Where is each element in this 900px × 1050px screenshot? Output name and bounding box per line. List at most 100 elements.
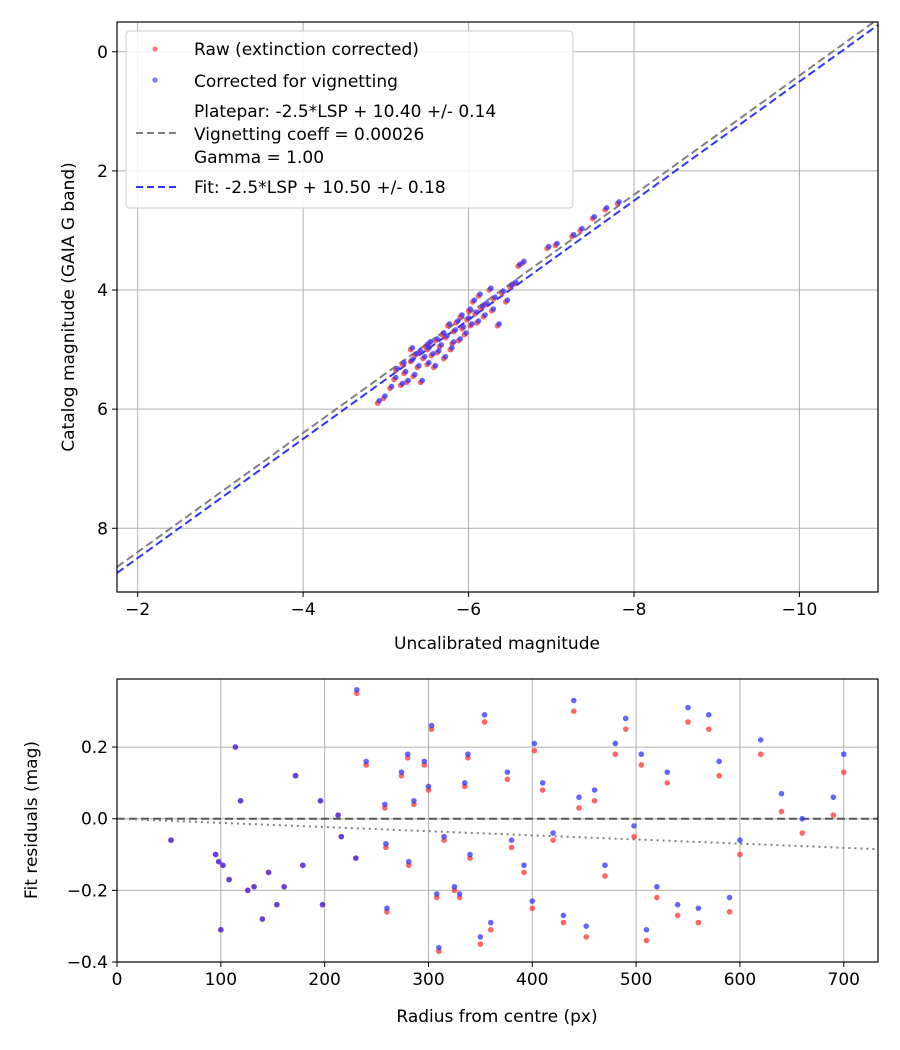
bottom-point-corrected	[778, 790, 785, 797]
bottom-point-corrected	[317, 797, 324, 804]
bottom-point-corrected	[638, 751, 645, 758]
bottom-point-corrected	[281, 883, 287, 890]
top-point-corrected-for-vignetting	[504, 297, 511, 303]
bottom-point-raw	[654, 894, 660, 901]
bottom-point-corrected	[508, 837, 515, 844]
top-point-corrected-for-vignetting	[488, 285, 494, 292]
top-point-corrected-for-vignetting	[413, 350, 420, 357]
bottom-point-raw	[716, 772, 722, 779]
bottom-point-raw	[757, 751, 764, 758]
bottom-point-raw	[591, 797, 598, 804]
bottom-point-raw	[602, 873, 608, 879]
top-point-corrected-for-vignetting	[490, 306, 497, 312]
bottom-point-corrected	[338, 833, 345, 840]
bottom-point-raw	[539, 787, 546, 793]
bottom-point-corrected	[539, 780, 546, 786]
top-point-corrected-for-vignetting	[452, 327, 459, 333]
bottom-point-corrected	[456, 891, 463, 897]
bottom-point-corrected	[411, 797, 417, 804]
bottom-point-raw	[705, 726, 712, 732]
bottom-point-raw	[638, 762, 645, 768]
top-point-corrected-for-vignetting	[427, 339, 434, 345]
bottom-point-corrected	[383, 840, 389, 847]
top-point-corrected-for-vignetting	[405, 377, 411, 384]
bottom-point-corrected	[212, 851, 219, 858]
bottom-point-raw	[737, 851, 743, 858]
top-point-corrected-for-vignetting	[471, 297, 478, 303]
top-line-fit	[117, 24, 878, 574]
bottom-x-tick-label: 600	[724, 970, 756, 990]
top-y-tick-label: 2	[97, 162, 108, 182]
top-axes-frame	[116, 21, 879, 593]
bottom-point-raw	[571, 708, 577, 715]
bottom-point-corrected	[602, 862, 608, 869]
bottom-point-corrected	[425, 783, 432, 790]
top-point-corrected-for-vignetting	[394, 365, 401, 372]
bottom-point-corrected	[685, 704, 691, 711]
bottom-point-corrected	[382, 801, 388, 808]
top-y-tick-label: 0	[97, 43, 108, 63]
bottom-point-raw	[504, 776, 511, 783]
bottom-point-corrected	[612, 740, 619, 747]
bottom-point-raw	[840, 769, 847, 775]
top-point-corrected-for-vignetting	[438, 342, 445, 348]
bottom-point-raw	[726, 909, 733, 915]
bottom-point-corrected	[265, 869, 272, 876]
bottom-x-tick-label: 500	[620, 970, 652, 990]
top-point-corrected-for-vignetting	[483, 300, 490, 306]
bottom-point-corrected	[168, 837, 174, 844]
bottom-point-corrected	[467, 851, 473, 858]
bottom-point-corrected	[363, 758, 369, 765]
legend-label-gamma: Gamma = 1.00	[194, 148, 324, 168]
top-x-tick-label: −2	[125, 600, 150, 620]
bottom-point-corrected	[436, 944, 442, 951]
bottom-point-corrected	[550, 830, 556, 836]
bottom-point-corrected	[274, 901, 280, 908]
top-point-corrected-for-vignetting	[475, 318, 482, 324]
top-point-corrected-for-vignetting	[454, 318, 461, 324]
bottom-point-corrected	[576, 794, 582, 801]
bottom-point-corrected	[487, 919, 494, 926]
bottom-axes-frame	[116, 678, 879, 963]
top-point-corrected-for-vignetting	[450, 339, 457, 345]
top-point-corrected-for-vignetting	[474, 309, 480, 315]
legend-box	[125, 30, 574, 209]
bottom-point-corrected	[830, 794, 837, 801]
top-point-corrected-for-vignetting	[416, 362, 422, 369]
top-point-corrected-for-vignetting	[401, 359, 407, 366]
top-point-corrected-for-vignetting	[459, 312, 465, 318]
bottom-point-corrected	[300, 862, 306, 869]
top-y-tick-label: 8	[97, 519, 108, 539]
top-point-corrected-for-vignetting	[444, 333, 450, 339]
bottom-y-tick-label: −0.4	[67, 953, 108, 973]
bottom-point-raw	[508, 844, 515, 851]
bottom-point-corrected	[218, 926, 224, 933]
bottom-point-corrected	[481, 712, 488, 718]
bottom-point-raw	[643, 937, 650, 944]
top-y-tick-label: 4	[97, 281, 108, 301]
top-x-tick-label: −10	[781, 600, 817, 620]
bottom-point-corrected	[654, 883, 660, 890]
legend: Raw (extinction corrected) Corrected for…	[125, 30, 574, 209]
bottom-point-corrected	[477, 934, 484, 940]
bottom-point-corrected	[451, 883, 458, 890]
top-x-tick-label: −4	[291, 600, 316, 620]
top-point-corrected-for-vignetting	[430, 350, 436, 357]
bottom-point-corrected	[245, 887, 251, 894]
top-point-corrected-for-vignetting	[442, 353, 449, 360]
bottom-point-corrected	[504, 769, 511, 775]
top-x-axis-label: Uncalibrated magnitude	[394, 634, 600, 654]
top-point-corrected-for-vignetting	[434, 336, 440, 342]
bottom-point-raw	[674, 912, 681, 919]
bottom-point-raw	[477, 941, 484, 947]
bottom-point-corrected	[232, 744, 239, 750]
bottom-x-axis-label: Radius from centre (px)	[396, 1007, 597, 1027]
bottom-point-raw	[521, 869, 527, 876]
bottom-point-corrected	[674, 901, 681, 908]
top-point-corrected-for-vignetting	[409, 344, 416, 351]
bottom-point-raw	[830, 812, 837, 818]
bottom-point-raw	[622, 726, 629, 732]
bottom-point-corrected	[560, 912, 567, 919]
top-point-corrected-for-vignetting	[500, 288, 507, 295]
